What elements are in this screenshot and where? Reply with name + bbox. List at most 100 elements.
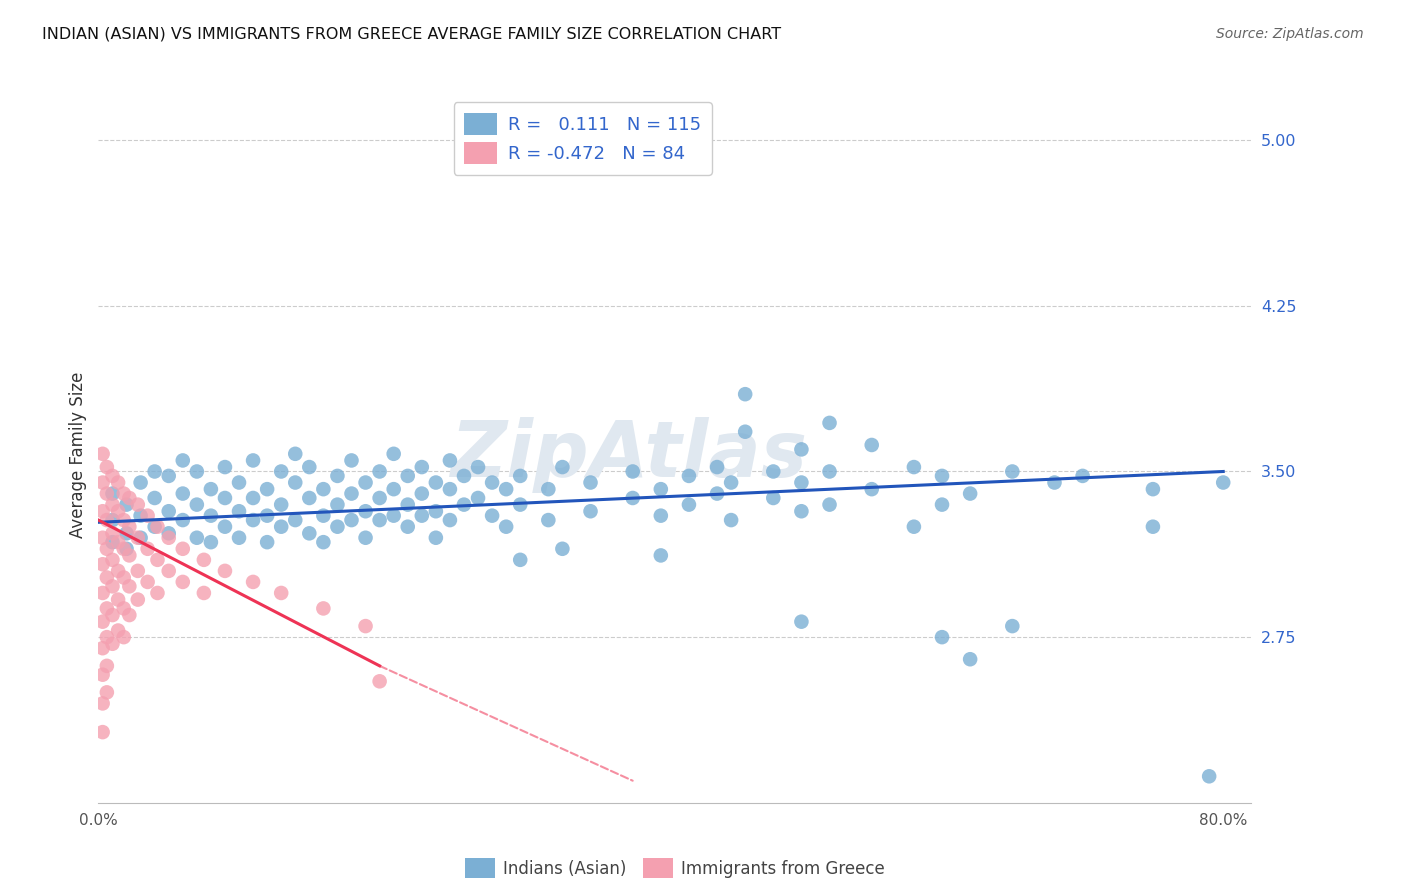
Point: [115, 541, 138, 556]
Point: [467, 460, 489, 475]
Point: [107, 592, 129, 607]
Point: [818, 465, 841, 479]
Point: [706, 486, 728, 500]
Point: [112, 630, 135, 644]
Point: [1198, 769, 1220, 783]
Text: ZipAtlas: ZipAtlas: [450, 417, 807, 493]
Point: [228, 504, 250, 518]
Point: [143, 519, 166, 533]
Point: [112, 513, 135, 527]
Point: [326, 469, 349, 483]
Point: [579, 504, 602, 518]
Point: [650, 549, 672, 563]
Point: [298, 460, 321, 475]
Point: [903, 460, 925, 475]
Point: [467, 491, 489, 505]
Point: [270, 586, 292, 600]
Point: [368, 465, 391, 479]
Point: [101, 579, 124, 593]
Point: [96, 570, 118, 584]
Point: [146, 586, 169, 600]
Point: [91, 504, 114, 518]
Point: [354, 531, 377, 545]
Point: [860, 482, 883, 496]
Point: [146, 553, 169, 567]
Point: [284, 475, 307, 490]
Point: [143, 491, 166, 505]
Point: [172, 574, 194, 589]
Point: [107, 535, 129, 549]
Point: [91, 725, 114, 739]
Point: [186, 465, 208, 479]
Point: [354, 475, 377, 490]
Point: [818, 416, 841, 430]
Point: [270, 519, 292, 533]
Point: [107, 624, 129, 638]
Point: [790, 475, 813, 490]
Point: [91, 475, 114, 490]
Point: [1071, 469, 1094, 483]
Point: [340, 486, 363, 500]
Point: [790, 615, 813, 629]
Point: [242, 453, 264, 467]
Point: [931, 630, 953, 644]
Point: [312, 482, 335, 496]
Point: [411, 508, 433, 523]
Point: [931, 469, 953, 483]
Y-axis label: Average Family Size: Average Family Size: [69, 372, 87, 538]
Point: [678, 469, 700, 483]
Point: [453, 498, 475, 512]
Point: [439, 482, 461, 496]
Point: [118, 608, 141, 623]
Point: [136, 541, 159, 556]
Point: [96, 630, 118, 644]
Point: [157, 531, 180, 545]
Point: [112, 570, 135, 584]
Point: [115, 498, 138, 512]
Point: [495, 519, 517, 533]
Point: [157, 526, 180, 541]
Point: [172, 513, 194, 527]
Point: [439, 453, 461, 467]
Point: [118, 549, 141, 563]
Point: [214, 460, 236, 475]
Point: [157, 504, 180, 518]
Point: [101, 535, 124, 549]
Point: [91, 558, 114, 572]
Point: [186, 498, 208, 512]
Point: [411, 460, 433, 475]
Point: [298, 526, 321, 541]
Point: [790, 442, 813, 457]
Point: [340, 513, 363, 527]
Point: [1142, 482, 1164, 496]
Point: [172, 541, 194, 556]
Point: [396, 469, 419, 483]
Text: Source: ZipAtlas.com: Source: ZipAtlas.com: [1216, 27, 1364, 41]
Point: [411, 486, 433, 500]
Point: [368, 513, 391, 527]
Point: [136, 574, 159, 589]
Point: [312, 535, 335, 549]
Point: [270, 465, 292, 479]
Point: [537, 482, 560, 496]
Point: [650, 508, 672, 523]
Point: [650, 482, 672, 496]
Point: [312, 601, 335, 615]
Point: [425, 531, 447, 545]
Point: [193, 553, 215, 567]
Point: [425, 475, 447, 490]
Point: [214, 564, 236, 578]
Point: [101, 608, 124, 623]
Point: [112, 486, 135, 500]
Point: [157, 564, 180, 578]
Point: [129, 508, 152, 523]
Point: [101, 469, 124, 483]
Point: [91, 615, 114, 629]
Point: [959, 486, 981, 500]
Point: [101, 486, 124, 500]
Point: [200, 535, 222, 549]
Point: [96, 601, 118, 615]
Text: INDIAN (ASIAN) VS IMMIGRANTS FROM GREECE AVERAGE FAMILY SIZE CORRELATION CHART: INDIAN (ASIAN) VS IMMIGRANTS FROM GREECE…: [42, 27, 782, 42]
Point: [903, 519, 925, 533]
Point: [382, 447, 405, 461]
